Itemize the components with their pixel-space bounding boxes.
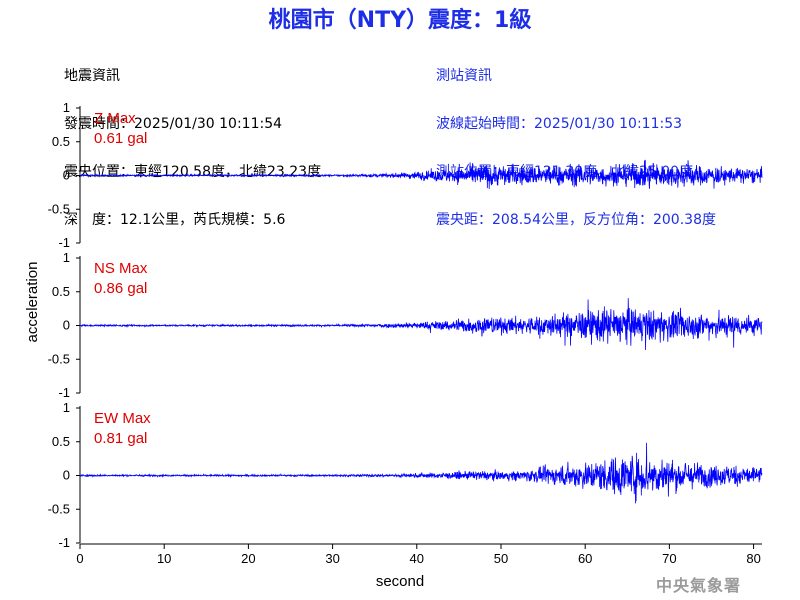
y-tick-label: 1 [63, 100, 70, 115]
panel-z: 1 0.5 0 -0.5 -1 Z Max 0.61 gal [48, 100, 763, 250]
waveform-trace-ew [79, 442, 763, 504]
agency-name: 中央氣象署 [656, 576, 742, 595]
station-info-heading: 測站資訊 [436, 68, 492, 84]
depth-magnitude: 深 度：12.1公里，芮氏規模：5.6 [64, 212, 286, 228]
x-tick-label: 50 [494, 551, 508, 566]
max-value: 0.81 gal [94, 430, 147, 447]
y-tick-label: -1 [58, 385, 70, 400]
x-tick-label: 10 [157, 551, 171, 566]
waveform-trace-z [79, 159, 763, 189]
x-axis: 0 10 20 30 40 50 60 70 80 [76, 543, 762, 566]
y-tick-label: 0 [63, 318, 70, 333]
max-value: 0.86 gal [94, 280, 147, 297]
y-tick-label: 1 [63, 250, 70, 265]
x-tick-label: 40 [410, 551, 424, 566]
y-tick-label: 0 [63, 168, 70, 183]
x-tick-label: 0 [76, 551, 83, 566]
x-tick-label: 60 [578, 551, 592, 566]
y-tick-label: 0.5 [52, 284, 70, 299]
y-tick-label: -1 [58, 535, 70, 550]
y-tick-label: -0.5 [48, 501, 70, 516]
panels-group: 1 0.5 0 -0.5 -1 Z Max 0.61 gal 1 0.5 0 -0.5 -1 NS Ma… [48, 100, 763, 550]
y-tick-label: 0 [63, 468, 70, 483]
y-tick-label: -1 [58, 235, 70, 250]
chart-title: 桃園市（NTY）震度：1級 [268, 8, 532, 33]
max-label: Z Max [94, 110, 136, 127]
y-tick-label: -0.5 [48, 201, 70, 216]
max-value: 0.61 gal [94, 130, 147, 147]
max-label: NS Max [94, 260, 148, 277]
y-tick-label: -0.5 [48, 351, 70, 366]
waveform-trace-ns [79, 298, 763, 350]
x-axis-label: second [376, 573, 424, 590]
distance-azimuth: 震央距：208.54公里，反方位角：200.38度 [436, 212, 716, 228]
panel-ns: 1 0.5 0 -0.5 -1 NS Max 0.86 gal [48, 250, 763, 400]
x-tick-label: 70 [662, 551, 676, 566]
y-axis-label: acceleration [24, 262, 41, 343]
x-tick-label: 80 [746, 551, 760, 566]
event-info-block: 地震資訊 發震時間：2025/01/30 10:11:54 震央位置：東經120… [64, 36, 321, 244]
event-origin-time: 發震時間：2025/01/30 10:11:54 [64, 116, 283, 132]
wave-start-time: 波線起始時間：2025/01/30 10:11:53 [436, 116, 683, 132]
x-tick-label: 30 [325, 551, 339, 566]
max-label: EW Max [94, 410, 151, 427]
event-info-heading: 地震資訊 [64, 68, 120, 84]
x-tick-label: 20 [241, 551, 255, 566]
panel-ew: 1 0.5 0 -0.5 -1 EW Max 0.81 gal [48, 400, 763, 550]
y-tick-label: 0.5 [52, 134, 70, 149]
y-tick-label: 0.5 [52, 434, 70, 449]
y-tick-label: 1 [63, 400, 70, 415]
